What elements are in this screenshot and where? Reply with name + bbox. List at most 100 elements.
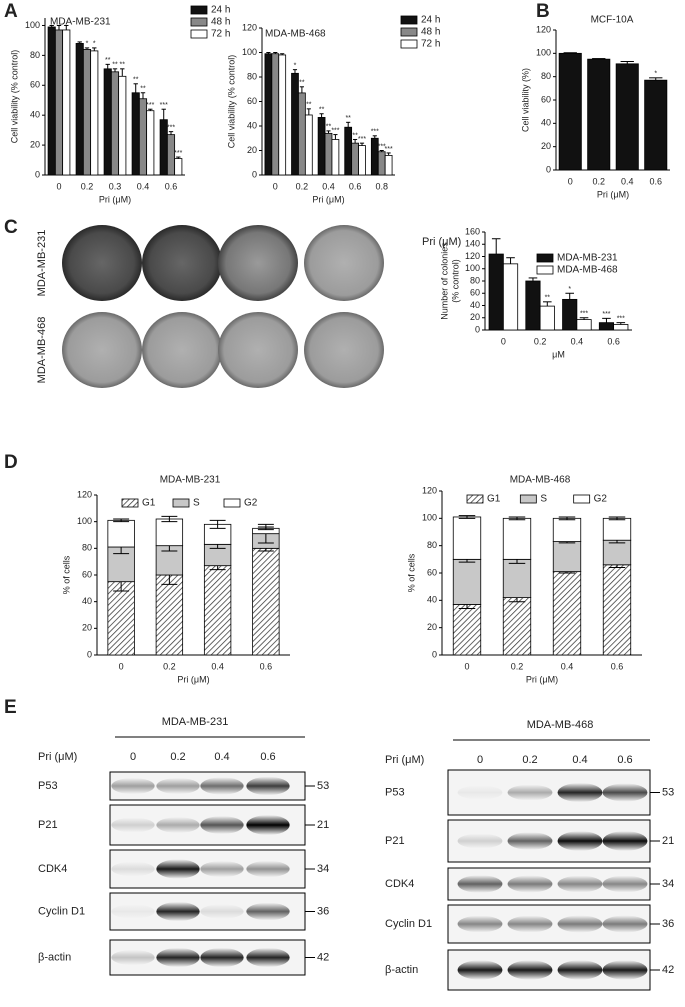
dose-label: 0.4 — [214, 751, 229, 763]
x-axis-label: Pri (μM) — [526, 674, 558, 684]
bar — [110, 71, 120, 176]
blot-band — [602, 960, 648, 980]
blot-band — [246, 776, 290, 796]
legend-label: MDA-MB-231 — [557, 253, 618, 264]
bar — [324, 132, 333, 176]
bar-segment — [452, 516, 482, 560]
significance: ** — [319, 107, 325, 114]
bar-segment — [602, 539, 632, 566]
y-tick-label: 40 — [427, 595, 437, 605]
y-tick-label: 80 — [247, 71, 257, 81]
blot-title: MDA-MB-231 — [162, 716, 229, 728]
legend-swatch — [400, 27, 418, 37]
blot-band — [156, 901, 200, 922]
protein-label: P53 — [385, 786, 405, 798]
y-tick-label: 160 — [465, 226, 480, 236]
bar — [146, 110, 155, 176]
y-tick-label: 0 — [546, 164, 551, 174]
colony-plate — [142, 312, 222, 388]
panel-label: B — [536, 1, 550, 22]
weight-label: 42 — [662, 964, 674, 976]
blot-band — [246, 860, 290, 878]
protein-label: β-actin — [38, 951, 71, 963]
blot-band — [246, 815, 290, 835]
significance: ** — [306, 102, 312, 109]
y-tick-label: 100 — [536, 48, 551, 58]
x-axis-label: Pri (μM) — [312, 194, 344, 204]
y-tick-label: 0 — [35, 169, 40, 179]
y-tick-label: 40 — [247, 120, 257, 130]
dose-label: 0 — [130, 751, 136, 763]
y-tick-label: 100 — [422, 513, 437, 523]
weight-label: 21 — [317, 819, 329, 831]
chart-title: MDA-MB-231 — [50, 17, 111, 28]
legend-label: S — [193, 498, 200, 509]
blot-band — [111, 904, 155, 919]
y-tick-label: 80 — [30, 50, 40, 60]
x-tick-label: 0.2 — [296, 181, 309, 191]
legend-swatch — [519, 494, 537, 504]
blot-band — [200, 947, 244, 968]
weight-label: 53 — [662, 786, 674, 798]
y-axis-label: Cell viability (% control) — [9, 50, 19, 144]
bar-segment — [203, 565, 232, 656]
bar — [558, 52, 582, 171]
legend-label: 72 h — [211, 29, 230, 40]
bar-segment — [452, 558, 482, 605]
bar — [331, 139, 340, 176]
y-tick-label: 120 — [77, 489, 92, 499]
bar-segment — [452, 604, 482, 656]
legend-label: G1 — [142, 498, 156, 509]
y-tick-label: 80 — [470, 275, 480, 285]
colony-plate — [62, 225, 142, 301]
bar — [562, 298, 578, 331]
legend-swatch — [121, 498, 139, 508]
blot-band — [507, 915, 553, 933]
bar — [304, 114, 313, 176]
y-tick-label: 60 — [541, 94, 551, 104]
y-tick-label: 20 — [82, 623, 92, 633]
y-tick-label: 20 — [470, 312, 480, 322]
x-axis-label: μM — [552, 349, 565, 359]
bar-segment — [502, 597, 532, 656]
significance: ** — [133, 77, 139, 84]
y-axis-label: Cell viability (% control) — [226, 55, 236, 149]
colony-plate — [304, 225, 384, 301]
protein-label: Cyclin D1 — [38, 905, 85, 917]
x-tick-label: 0.4 — [322, 181, 335, 191]
y-tick-label: 40 — [541, 118, 551, 128]
blot-band — [602, 875, 648, 893]
bar-segment — [502, 517, 532, 560]
y-tick-label: 0 — [87, 649, 92, 659]
significance: ** — [299, 80, 305, 87]
y-tick-label: 20 — [247, 145, 257, 155]
significance: * — [93, 41, 96, 48]
significance: *** — [602, 311, 610, 318]
x-tick-label: 0.6 — [349, 181, 362, 191]
y-tick-label: 100 — [77, 516, 92, 526]
blot-band — [200, 816, 244, 834]
x-axis-label: Pri (μM) — [177, 674, 209, 684]
significance: *** — [617, 315, 625, 322]
legend-swatch — [190, 29, 208, 39]
bar — [525, 280, 541, 331]
protein-label: CDK4 — [38, 863, 67, 875]
bar — [264, 53, 273, 176]
blot-band — [457, 833, 503, 849]
significance: ** — [120, 62, 126, 69]
legend-swatch — [536, 253, 554, 263]
panel-label: A — [4, 1, 18, 22]
bar — [377, 151, 386, 176]
legend-swatch — [223, 498, 241, 508]
blot-band — [557, 782, 603, 803]
bar-segment — [502, 558, 532, 598]
y-tick-label: 60 — [82, 569, 92, 579]
legend-swatch — [190, 17, 208, 27]
panel-label: E — [4, 697, 17, 718]
weight-label: 34 — [317, 863, 329, 875]
y-axis-label: Number of colonies — [439, 242, 449, 320]
x-tick-label: 0.4 — [137, 181, 150, 191]
blot-band — [156, 817, 200, 833]
bar — [82, 49, 92, 176]
